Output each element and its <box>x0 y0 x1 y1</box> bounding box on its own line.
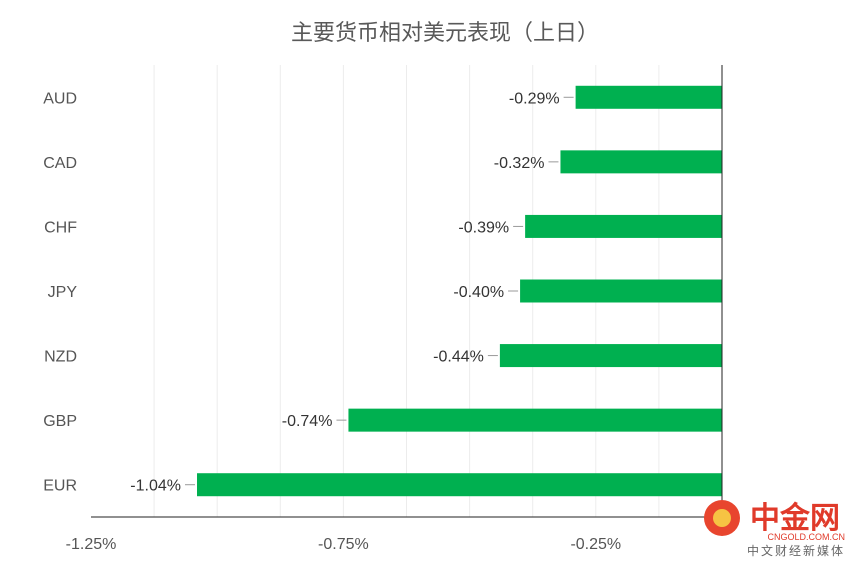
x-tick-label: -0.75% <box>318 536 369 553</box>
data-label-aud: -0.29% <box>509 90 560 107</box>
bar-jpy <box>520 279 722 303</box>
bar-aud <box>575 85 722 109</box>
data-label-nzd: -0.44% <box>433 349 484 366</box>
category-label-aud: AUD <box>43 90 77 107</box>
category-label-nzd: NZD <box>44 349 77 366</box>
labels: AUD -0.29% CAD -0.32% CHF -0.39% JPY -0.40% NZD -… <box>43 90 574 495</box>
watermark-name: 中金网 <box>750 501 840 536</box>
axes: -1.25% -0.75% -0.25% <box>66 65 723 553</box>
chart-title: 主要货币相对美元表现（上日） <box>291 21 599 46</box>
data-label-chf: -0.39% <box>458 219 509 236</box>
category-label-chf: CHF <box>44 219 77 236</box>
cngold-logo-inner <box>713 509 731 527</box>
x-tick-label: -0.25% <box>570 536 621 553</box>
watermark: 中金网 CNGOLD.COM.CN 中文财经新媒体 <box>704 500 845 558</box>
bar-chf <box>525 214 722 238</box>
data-label-cad: -0.32% <box>494 155 545 172</box>
watermark-tagline: 中文财经新媒体 <box>747 543 845 558</box>
category-label-jpy: JPY <box>48 284 78 301</box>
data-label-jpy: -0.40% <box>453 284 504 301</box>
bar-gbp <box>348 408 722 432</box>
bar-nzd <box>499 344 722 368</box>
category-label-cad: CAD <box>43 155 77 172</box>
category-label-gbp: GBP <box>43 413 77 430</box>
data-label-gbp: -0.74% <box>282 413 333 430</box>
category-label-eur: EUR <box>43 478 77 495</box>
x-tick-label: -1.25% <box>66 536 117 553</box>
bars <box>197 85 722 497</box>
data-label-eur: -1.04% <box>130 478 181 495</box>
bar-eur <box>197 473 722 497</box>
watermark-domain: CNGOLD.COM.CN <box>767 532 845 542</box>
bar-cad <box>560 150 722 174</box>
